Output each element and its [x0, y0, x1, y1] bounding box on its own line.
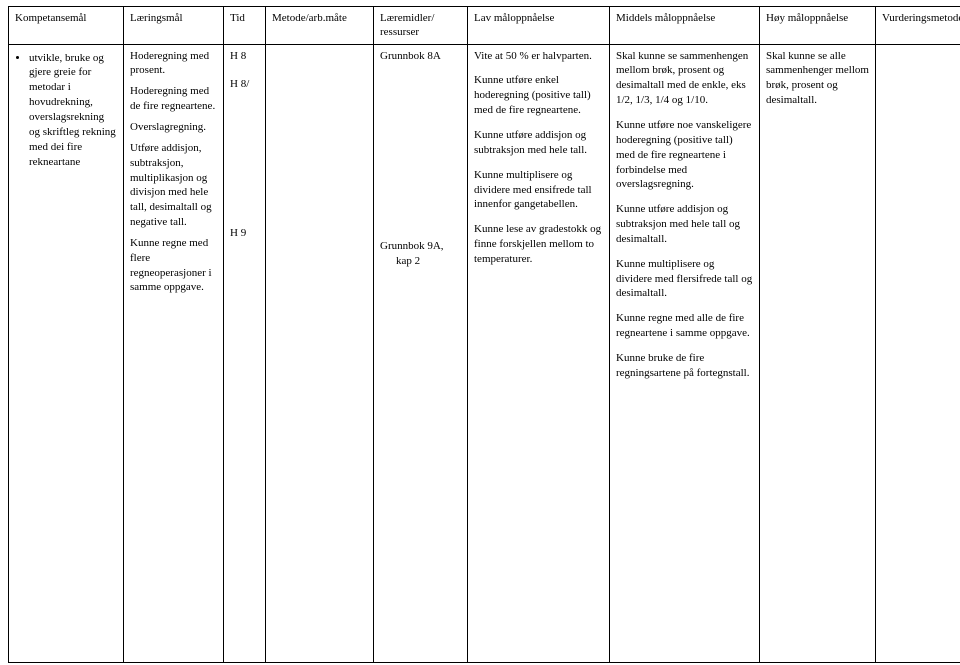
lav-p2: Kunne utføre enkel hoderegning (positive… — [474, 73, 603, 118]
header-middels: Middels måloppnåelse — [610, 7, 760, 45]
table-row: utvikle, bruke og gjere greie for metoda… — [9, 44, 960, 662]
mid-p1: Skal kunne se sammenhengen mellom brøk, … — [616, 49, 753, 108]
tid-1: H 8 — [230, 49, 259, 64]
header-tid: Tid — [224, 7, 266, 45]
laeringsmal-p5: Kunne regne med flere regneoperasjoner i… — [130, 236, 217, 295]
kompetansemal-item: utvikle, bruke og gjere greie for metoda… — [29, 51, 117, 170]
cell-vurdering — [876, 44, 960, 662]
header-vurdering: Vurderingsmetode — [876, 7, 960, 45]
mid-p5: Kunne regne med alle de fire regneartene… — [616, 311, 753, 341]
mid-p2: Kunne utføre noe vanskeligere hoderegnin… — [616, 118, 753, 192]
header-laeremidler: Læremidler/ ressurser — [374, 7, 468, 45]
mid-p6: Kunne bruke de fire regningsartene på fo… — [616, 351, 753, 381]
cell-tid: H 8 H 8/ H 9 — [224, 44, 266, 662]
laeringsmal-p3: Overslagregning. — [130, 120, 217, 135]
header-laeringsmal: Læringsmål — [124, 7, 224, 45]
cell-middels: Skal kunne se sammenhengen mellom brøk, … — [610, 44, 760, 662]
cell-lav: Vite at 50 % er halvparten. Kunne utføre… — [468, 44, 610, 662]
laeringsmal-p2: Hoderegning med de fire regneartene. — [130, 84, 217, 114]
laeringsmal-p1: Hoderegning med prosent. — [130, 49, 217, 79]
lav-p1: Vite at 50 % er halvparten. — [474, 49, 603, 64]
header-hoy: Høy måloppnåelse — [760, 7, 876, 45]
lav-p5: Kunne lese av gradestokk og finne forskj… — [474, 222, 603, 267]
cell-hoy: Skal kunne se alle sammenhenger mellom b… — [760, 44, 876, 662]
curriculum-table: Kompetansemål Læringsmål Tid Metode/arb.… — [8, 6, 960, 663]
cell-laeringsmal: Hoderegning med prosent. Hoderegning med… — [124, 44, 224, 662]
lav-p4: Kunne multiplisere og dividere med ensif… — [474, 168, 603, 213]
tid-2: H 8/ — [230, 77, 259, 92]
cell-metode — [266, 44, 374, 662]
laeremidler-1: Grunnbok 8A — [380, 49, 461, 64]
mid-p4: Kunne multiplisere og dividere med flers… — [616, 257, 753, 302]
header-kompetansemal: Kompetansemål — [9, 7, 124, 45]
header-row: Kompetansemål Læringsmål Tid Metode/arb.… — [9, 7, 960, 45]
cell-laeremidler: Grunnbok 8A Grunnbok 9A, kap 2 — [374, 44, 468, 662]
mid-p3: Kunne utføre addisjon og subtraksjon med… — [616, 202, 753, 247]
header-lav: Lav måloppnåelse — [468, 7, 610, 45]
header-metode: Metode/arb.måte — [266, 7, 374, 45]
page: Kompetansemål Læringsmål Tid Metode/arb.… — [0, 0, 960, 665]
laeremidler-2: Grunnbok 9A, kap 2 — [380, 239, 461, 269]
laeringsmal-p4: Utføre addisjon, subtraksjon, multiplika… — [130, 141, 217, 230]
cell-kompetansemal: utvikle, bruke og gjere greie for metoda… — [9, 44, 124, 662]
hoy-p1: Skal kunne se alle sammenhenger mellom b… — [766, 49, 869, 108]
lav-p3: Kunne utføre addisjon og subtraksjon med… — [474, 128, 603, 158]
tid-3: H 9 — [230, 226, 259, 241]
